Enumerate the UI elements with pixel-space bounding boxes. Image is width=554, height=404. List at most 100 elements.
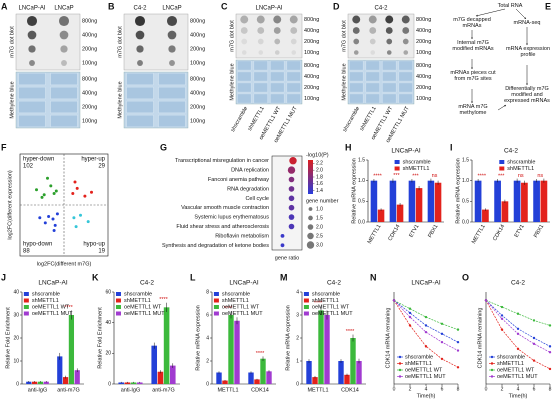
blot-membrane	[123, 13, 189, 71]
significance: ****	[224, 306, 233, 312]
y-tick-label: 60	[105, 289, 111, 295]
stain-square	[126, 100, 154, 114]
point	[456, 349, 460, 352]
bar	[124, 382, 131, 384]
point	[392, 299, 396, 302]
dot	[288, 204, 295, 211]
stain-square	[158, 100, 186, 114]
legend-swatch	[23, 292, 29, 296]
significance: ****	[159, 297, 168, 303]
quadrant-count: 19	[98, 249, 105, 255]
bar	[151, 345, 158, 384]
stain-square	[349, 82, 364, 93]
row-label: 100ng	[82, 60, 97, 66]
bar	[57, 356, 63, 384]
panel-letter: B	[108, 1, 115, 11]
size-legend-title: gene number	[306, 198, 339, 204]
point	[79, 213, 82, 217]
point	[532, 336, 536, 340]
row-label: 200ng	[304, 39, 319, 45]
point	[49, 184, 53, 188]
legend-label: oeMETTL1 WT	[124, 304, 162, 310]
stain-square	[158, 86, 186, 100]
significance: ***	[498, 173, 505, 179]
x-tick-label: 4	[517, 386, 520, 392]
legend-label: shMETTL1	[32, 298, 59, 304]
dot	[59, 30, 69, 40]
bar	[136, 382, 143, 384]
point	[408, 315, 412, 319]
legend-swatch	[394, 166, 400, 171]
x-tick-label: ETV1	[408, 224, 420, 239]
dot	[385, 15, 394, 24]
row-label: 100ng	[304, 50, 319, 56]
stain-square	[398, 71, 413, 82]
colorbar-title: -log10(P)	[306, 152, 329, 158]
x-tick-label: PBX1	[427, 224, 439, 239]
legend-swatch	[213, 292, 219, 296]
bar	[234, 320, 240, 384]
y-axis-label: Relative mRNA expression	[195, 305, 201, 370]
dot	[280, 243, 285, 248]
stain-square	[237, 60, 252, 71]
flow-node: mRNA m7G methylome	[458, 104, 488, 116]
y-tick-label: 8	[206, 289, 209, 295]
column-label: LNCaP	[162, 6, 181, 12]
flow-node: mRNA expression profile	[505, 46, 551, 58]
y-tick-label: 0	[108, 381, 111, 387]
point	[71, 192, 75, 196]
legend-label: shMETTL1	[403, 166, 430, 172]
stain-square	[270, 60, 285, 71]
quadrant-count: 102	[23, 164, 34, 170]
stain-square	[237, 82, 252, 93]
legend-swatch	[213, 298, 219, 303]
quadrant-label: hyper-up	[81, 157, 105, 163]
bar	[318, 310, 324, 384]
point	[86, 220, 90, 224]
bar	[370, 180, 378, 222]
legend-marker	[490, 355, 494, 359]
legend-swatch	[499, 166, 505, 171]
stain-square	[18, 86, 46, 100]
x-tick-label: CDK14	[387, 224, 401, 242]
side-label: Methylene blue	[9, 81, 15, 118]
dot	[168, 45, 176, 53]
flow-node: Total RNA	[497, 3, 523, 9]
bar	[344, 374, 350, 384]
size-legend-label: 1.0	[316, 206, 323, 212]
x-tick-label: CDK14	[341, 387, 359, 393]
point	[548, 345, 552, 348]
legend-swatch	[115, 298, 121, 303]
blot-membrane	[235, 13, 303, 59]
significance: ****	[346, 329, 355, 335]
legend-label: oeMETTL1 MUT	[32, 311, 73, 317]
stain-square	[286, 71, 301, 82]
legend-swatch	[115, 292, 121, 296]
y-axis-label: Relative mRNA expression	[351, 158, 357, 223]
dot	[291, 50, 297, 55]
legend-label: oeMETTL1 MUT	[405, 374, 446, 380]
x-tick-label: 0	[485, 386, 488, 392]
row-label: 400ng	[416, 28, 431, 34]
dot	[352, 27, 360, 34]
bar	[324, 315, 330, 384]
legend-marker	[398, 368, 402, 372]
panel-letter: D	[333, 1, 340, 11]
y-tick-label: 0.0	[358, 219, 365, 225]
stain-square	[18, 114, 46, 128]
y-tick-label: 1	[296, 358, 299, 364]
dot	[273, 27, 281, 34]
dot	[280, 234, 285, 238]
plot-frame	[271, 155, 303, 251]
legend-label: shMETTL1	[124, 298, 151, 304]
x-tick-label: anti-IgG	[28, 387, 48, 393]
dot	[287, 166, 296, 174]
panel-letter: L	[190, 272, 196, 282]
legend-label: shMETTL1	[497, 361, 524, 367]
legend-label: shMETTL1	[312, 298, 339, 304]
significance: ****	[64, 305, 73, 311]
legend-swatch	[303, 298, 309, 303]
x-axis-label: log2FC(different m7G)	[37, 261, 92, 267]
y-tick-label: 4	[206, 335, 209, 341]
point	[90, 190, 93, 194]
